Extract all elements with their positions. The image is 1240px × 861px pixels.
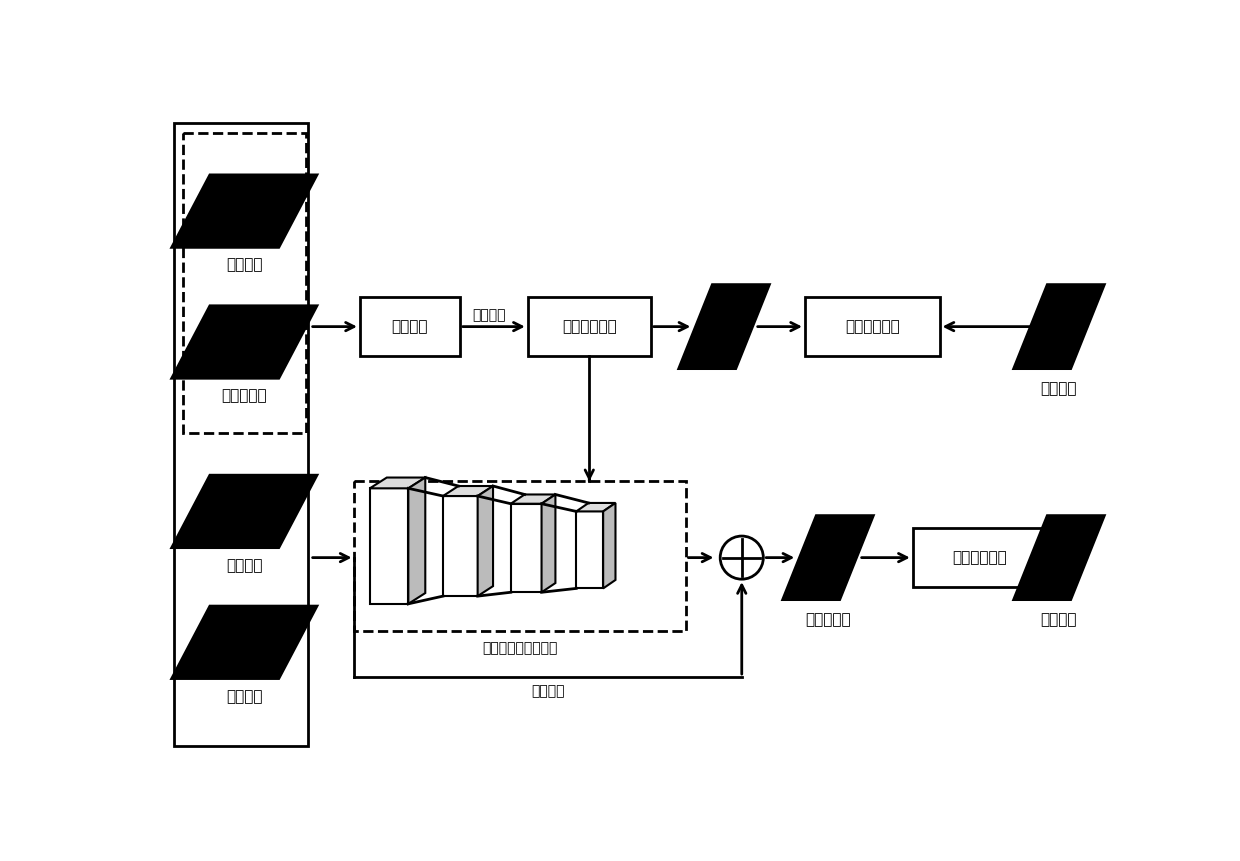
Bar bbox=[528, 297, 651, 356]
Polygon shape bbox=[171, 606, 317, 678]
Polygon shape bbox=[443, 496, 477, 596]
Polygon shape bbox=[678, 284, 770, 369]
Polygon shape bbox=[511, 494, 556, 504]
Text: 全色图像: 全色图像 bbox=[226, 257, 263, 273]
Bar bbox=[355, 480, 686, 631]
Bar bbox=[913, 529, 1048, 587]
Polygon shape bbox=[171, 306, 317, 379]
Polygon shape bbox=[408, 478, 425, 604]
Text: 参照图像: 参照图像 bbox=[1040, 381, 1078, 396]
Text: 参照图像: 参照图像 bbox=[1040, 611, 1078, 627]
Text: 差分图像: 差分图像 bbox=[226, 689, 263, 703]
Polygon shape bbox=[443, 486, 494, 496]
Text: 预训练卷积网络模型: 预训练卷积网络模型 bbox=[482, 641, 558, 654]
Text: 向量参数: 向量参数 bbox=[472, 308, 506, 322]
Text: 回归模型: 回归模型 bbox=[392, 319, 428, 334]
Text: 梯度图像: 梯度图像 bbox=[226, 558, 263, 573]
Bar bbox=[174, 122, 309, 746]
Polygon shape bbox=[477, 486, 494, 596]
Text: 多光谱图像: 多光谱图像 bbox=[222, 388, 267, 404]
Polygon shape bbox=[577, 503, 615, 511]
Text: 提取空间信息: 提取空间信息 bbox=[562, 319, 616, 334]
Polygon shape bbox=[370, 478, 425, 488]
Polygon shape bbox=[603, 503, 615, 588]
Polygon shape bbox=[1013, 284, 1105, 369]
Polygon shape bbox=[171, 175, 317, 248]
Polygon shape bbox=[511, 504, 542, 592]
Text: 空间信息损失: 空间信息损失 bbox=[844, 319, 900, 334]
Bar bbox=[360, 297, 460, 356]
Text: 融合后图像: 融合后图像 bbox=[805, 611, 851, 627]
Polygon shape bbox=[370, 488, 408, 604]
Polygon shape bbox=[577, 511, 603, 588]
Polygon shape bbox=[171, 475, 317, 548]
Text: 光谱信息损失: 光谱信息损失 bbox=[952, 550, 1007, 565]
Bar bbox=[805, 297, 940, 356]
Polygon shape bbox=[782, 515, 874, 600]
Bar bbox=[182, 133, 306, 433]
Polygon shape bbox=[1013, 515, 1105, 600]
Text: 残差连接: 残差连接 bbox=[532, 684, 565, 697]
Polygon shape bbox=[542, 494, 556, 592]
